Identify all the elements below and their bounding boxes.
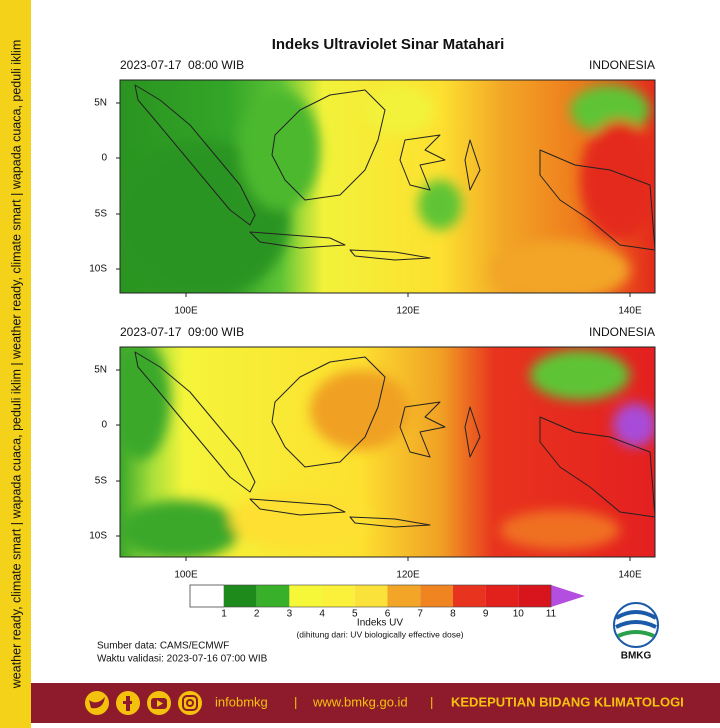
- lat-label: 5N: [94, 365, 107, 376]
- colorbar-segment: [189, 584, 225, 608]
- lat-label: 10S: [89, 264, 107, 275]
- lat-label: 0: [101, 420, 107, 431]
- title: Indeks Ultraviolet Sinar Matahari: [272, 36, 505, 53]
- bmkg-logo: [613, 602, 659, 648]
- map-frame-1: [119, 79, 656, 294]
- social-icons: [85, 691, 202, 715]
- colorbar-segment: [518, 585, 551, 607]
- panel-region: INDONESIA: [589, 58, 655, 72]
- footer-bar: [31, 683, 720, 723]
- lat-label: 5S: [95, 209, 108, 220]
- coastline-group: [134, 351, 656, 528]
- colorbar-segment: [256, 585, 290, 607]
- colorbar-segment: [354, 585, 388, 607]
- coastline: [464, 139, 481, 191]
- colorbar-tick-label: 7: [417, 609, 423, 620]
- colorbar-tick-label: 6: [385, 609, 391, 620]
- lon-label: 140E: [618, 570, 642, 581]
- coastline: [271, 89, 386, 201]
- validity: Waktu validasi: 2023-07-16 07:00 WIB: [97, 654, 268, 665]
- side-banner: [0, 0, 31, 728]
- coastline: [349, 249, 431, 261]
- lat-label: 0: [101, 153, 107, 164]
- panel-region: INDONESIA: [589, 325, 655, 339]
- uv-map-1: [120, 80, 655, 293]
- coastline: [399, 134, 446, 191]
- colorbar-segment: [387, 585, 421, 607]
- map-frame-2: [119, 346, 656, 558]
- footer-separator: |: [294, 694, 297, 709]
- lat-label: 5S: [95, 476, 108, 487]
- coastline: [464, 406, 481, 458]
- uv-map-2: [120, 347, 655, 557]
- lon-label: 120E: [396, 570, 420, 581]
- lon-label: 120E: [396, 306, 420, 317]
- coastline-group: [134, 84, 656, 261]
- footer-separator: |: [430, 694, 433, 709]
- colorbar-segment: [420, 585, 453, 607]
- footer-handle: infobmkg: [215, 694, 268, 709]
- colorbar-arrow: [551, 585, 585, 607]
- source: Sumber data: CAMS/ECMWF: [97, 641, 229, 652]
- lon-label: 140E: [618, 306, 642, 317]
- colorbar-tick-label: 8: [450, 609, 456, 620]
- colorbar-tick-label: 9: [483, 609, 489, 620]
- colorbar-segment: [452, 585, 486, 607]
- coastline: [271, 356, 386, 468]
- panel-datetime: 2023-07-17 09:00 WIB: [120, 325, 244, 339]
- colorbar-tick-label: 4: [319, 609, 325, 620]
- footer-website: www.bmkg.go.id: [312, 694, 408, 709]
- colorbar: 1 2 3 4 5 6 7 8 9 10 11: [189, 584, 585, 620]
- coastline: [134, 351, 256, 493]
- colorbar-tick-label: 11: [546, 609, 557, 620]
- logo-text: BMKG: [621, 651, 652, 662]
- colorbar-tick-label: 2: [254, 609, 260, 620]
- lon-label: 100E: [174, 570, 198, 581]
- colorbar-tick-label: 3: [287, 609, 293, 620]
- side-banner-text: weather ready, climate smart | wapada cu…: [9, 40, 23, 689]
- lat-label: 10S: [89, 531, 107, 542]
- coastline: [399, 401, 446, 458]
- colorbar-tick-label: 5: [352, 609, 358, 620]
- coastline: [349, 516, 431, 528]
- coastline: [539, 149, 656, 251]
- coastline: [249, 498, 346, 516]
- coastline: [539, 416, 656, 518]
- colorbar-segment: [289, 585, 323, 607]
- colorbar-segment: [485, 585, 519, 607]
- coastline: [249, 231, 346, 249]
- colorbar-frame: [189, 584, 552, 608]
- coastlines: [134, 84, 656, 528]
- colorbar-segment: [322, 585, 355, 607]
- lat-label: 5N: [94, 98, 107, 109]
- lon-label: 100E: [174, 306, 198, 317]
- colorbar-label: Indeks UV: [357, 618, 403, 629]
- coastline: [134, 84, 256, 226]
- colorbar-tick-label: 1: [221, 609, 227, 620]
- panel-datetime: 2023-07-17 08:00 WIB: [120, 58, 244, 72]
- colorbar-segment: [224, 585, 257, 607]
- footer-department: KEDEPUTIAN BIDANG KLIMATOLOGI: [451, 694, 684, 709]
- colorbar-note: (dihitung dari: UV biologically effectiv…: [296, 629, 463, 639]
- colorbar-tick-label: 10: [513, 609, 525, 620]
